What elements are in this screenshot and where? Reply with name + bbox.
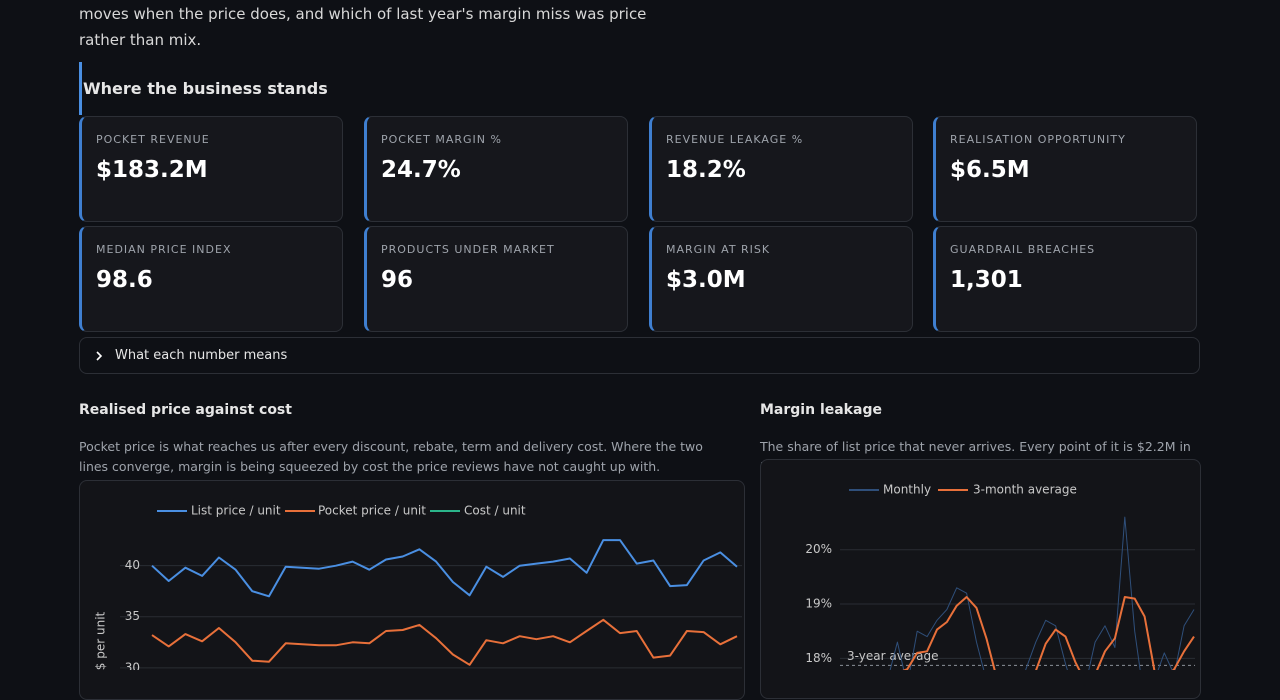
series-line — [889, 516, 1195, 670]
kpi-label: PRODUCTS UNDER MARKET — [381, 243, 555, 256]
y-tick-label: 35 — [125, 609, 140, 623]
y-axis-label: $ per unit — [94, 611, 108, 670]
kpi-label: POCKET REVENUE — [96, 133, 210, 146]
chart-title: Realised price against cost — [79, 402, 292, 418]
kpi-label: REALISATION OPPORTUNITY — [950, 133, 1126, 146]
chart-subtitle: Pocket price is what reaches us after ev… — [79, 439, 703, 474]
chart-panel — [79, 480, 745, 700]
kpi-label: MEDIAN PRICE INDEX — [96, 243, 232, 256]
series-line — [151, 539, 738, 598]
y-tick-label: 40 — [125, 558, 140, 572]
y-tick-label: 19% — [805, 597, 832, 611]
kpi-card: GUARDRAIL BREACHES 1,301 — [933, 226, 1197, 332]
kpi-card: POCKET REVENUE $183.2M — [79, 116, 343, 222]
section-title: Where the business stands — [79, 62, 328, 115]
expander-label: What each number means — [115, 348, 288, 363]
kpi-label: MARGIN AT RISK — [666, 243, 771, 256]
kpi-value: 18.2% — [666, 157, 746, 183]
kpi-card: MARGIN AT RISK $3.0M — [649, 226, 913, 332]
series-line — [902, 596, 1195, 670]
kpi-card: PRODUCTS UNDER MARKET 96 — [364, 226, 628, 332]
series-line — [151, 618, 738, 666]
kpi-card: REALISATION OPPORTUNITY $6.5M — [933, 116, 1197, 222]
legend-label: Pocket price / unit — [318, 504, 426, 518]
kpi-card: POCKET MARGIN % 24.7% — [364, 116, 628, 222]
kpi-value: 96 — [381, 267, 414, 293]
y-tick-label: 18% — [805, 651, 832, 665]
chart: 30 35 40 $ per unit List price / unit Pocket … — [94, 504, 742, 670]
kpi-value: 24.7% — [381, 157, 461, 183]
chevron — [96, 351, 103, 361]
kpi-label: GUARDRAIL BREACHES — [950, 243, 1096, 256]
kpi-card: MEDIAN PRICE INDEX 98.6 — [79, 226, 343, 332]
kpi-value: $3.0M — [666, 267, 746, 293]
y-tick-label: 20% — [805, 542, 832, 556]
legend-label: 3-month average — [973, 483, 1077, 497]
intro-text: moves when the price does, and which of … — [79, 5, 647, 49]
kpi-label: REVENUE LEAKAGE % — [666, 133, 804, 146]
kpi-value: $6.5M — [950, 157, 1030, 183]
legend-label: Cost / unit — [464, 504, 526, 518]
kpi-card: REVENUE LEAKAGE % 18.2% — [649, 116, 913, 222]
y-tick-label: 30 — [125, 660, 140, 670]
legend-label: Monthly — [883, 483, 931, 497]
annotation-label: 3-year average — [847, 649, 938, 663]
expander[interactable]: What each number means — [79, 337, 1200, 374]
kpi-value: $183.2M — [96, 157, 208, 183]
legend-label: List price / unit — [191, 504, 281, 518]
page: moves when the price does, and which of … — [79, 5, 1201, 700]
chart: 18% 19% 20% 3-year average Monthly 3-month av… — [805, 483, 1195, 670]
chart-title: Margin leakage — [760, 402, 882, 418]
kpi-value: 1,301 — [950, 267, 1023, 293]
kpi-label: POCKET MARGIN % — [381, 133, 502, 146]
kpi-value: 98.6 — [96, 267, 153, 293]
